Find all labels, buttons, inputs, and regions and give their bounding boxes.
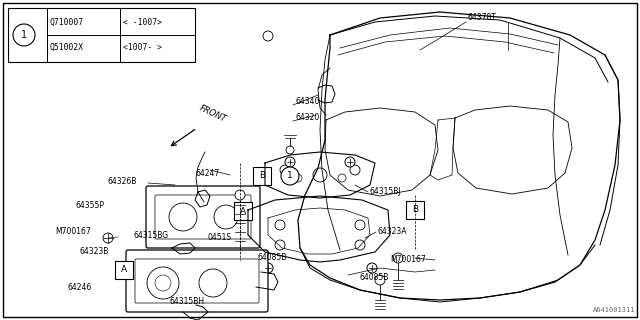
Circle shape bbox=[285, 157, 295, 167]
Circle shape bbox=[263, 31, 273, 41]
Circle shape bbox=[13, 24, 35, 46]
Text: 64315BG: 64315BG bbox=[134, 230, 169, 239]
Circle shape bbox=[281, 167, 299, 185]
Bar bbox=[253, 167, 271, 185]
Bar bbox=[406, 201, 424, 219]
Text: M700167: M700167 bbox=[390, 255, 426, 265]
Text: 64085B: 64085B bbox=[258, 253, 287, 262]
Circle shape bbox=[355, 220, 365, 230]
Text: 64355P: 64355P bbox=[75, 202, 104, 211]
Text: 64378T: 64378T bbox=[468, 13, 497, 22]
Bar bbox=[8, 8, 195, 62]
Bar bbox=[115, 261, 133, 279]
Circle shape bbox=[350, 165, 360, 175]
Text: 64247: 64247 bbox=[195, 169, 220, 178]
Circle shape bbox=[214, 205, 238, 229]
Circle shape bbox=[355, 240, 365, 250]
FancyBboxPatch shape bbox=[135, 259, 259, 303]
Circle shape bbox=[286, 146, 294, 154]
Text: B: B bbox=[412, 205, 418, 214]
Text: 64246: 64246 bbox=[68, 284, 92, 292]
FancyBboxPatch shape bbox=[155, 195, 251, 239]
Circle shape bbox=[367, 263, 377, 273]
Circle shape bbox=[313, 168, 327, 182]
Text: M700167: M700167 bbox=[55, 228, 91, 236]
Text: A: A bbox=[240, 206, 246, 215]
Circle shape bbox=[169, 203, 197, 231]
Text: 64085B: 64085B bbox=[360, 274, 389, 283]
Text: 64320: 64320 bbox=[295, 114, 319, 123]
Text: Q710007: Q710007 bbox=[50, 18, 84, 27]
Text: <1007- >: <1007- > bbox=[123, 43, 162, 52]
Circle shape bbox=[199, 269, 227, 297]
Text: 64323A: 64323A bbox=[378, 228, 408, 236]
Text: Q51002X: Q51002X bbox=[50, 43, 84, 52]
Text: 64323B: 64323B bbox=[79, 247, 108, 257]
Text: B: B bbox=[259, 172, 265, 180]
Circle shape bbox=[103, 233, 113, 243]
Circle shape bbox=[275, 220, 285, 230]
Bar bbox=[234, 202, 252, 220]
Text: 1: 1 bbox=[21, 30, 27, 40]
Circle shape bbox=[338, 174, 346, 182]
Circle shape bbox=[375, 275, 385, 285]
Text: 64340: 64340 bbox=[295, 98, 319, 107]
Text: FRONT: FRONT bbox=[198, 104, 228, 124]
Text: < -1007>: < -1007> bbox=[123, 18, 162, 27]
Circle shape bbox=[280, 165, 290, 175]
Circle shape bbox=[393, 253, 403, 263]
Text: A641001311: A641001311 bbox=[593, 307, 635, 313]
Text: 64315BH: 64315BH bbox=[170, 298, 205, 307]
Circle shape bbox=[155, 275, 171, 291]
Text: 1: 1 bbox=[287, 172, 293, 180]
FancyBboxPatch shape bbox=[146, 186, 260, 248]
Text: 0451S: 0451S bbox=[208, 233, 232, 242]
Circle shape bbox=[345, 157, 355, 167]
Circle shape bbox=[235, 190, 245, 200]
Circle shape bbox=[147, 267, 179, 299]
Text: A: A bbox=[121, 266, 127, 275]
Text: 64315BJ: 64315BJ bbox=[370, 188, 402, 196]
Circle shape bbox=[263, 263, 273, 273]
Circle shape bbox=[275, 240, 285, 250]
FancyBboxPatch shape bbox=[126, 250, 268, 312]
Circle shape bbox=[294, 174, 302, 182]
Text: 64326B: 64326B bbox=[108, 177, 138, 186]
